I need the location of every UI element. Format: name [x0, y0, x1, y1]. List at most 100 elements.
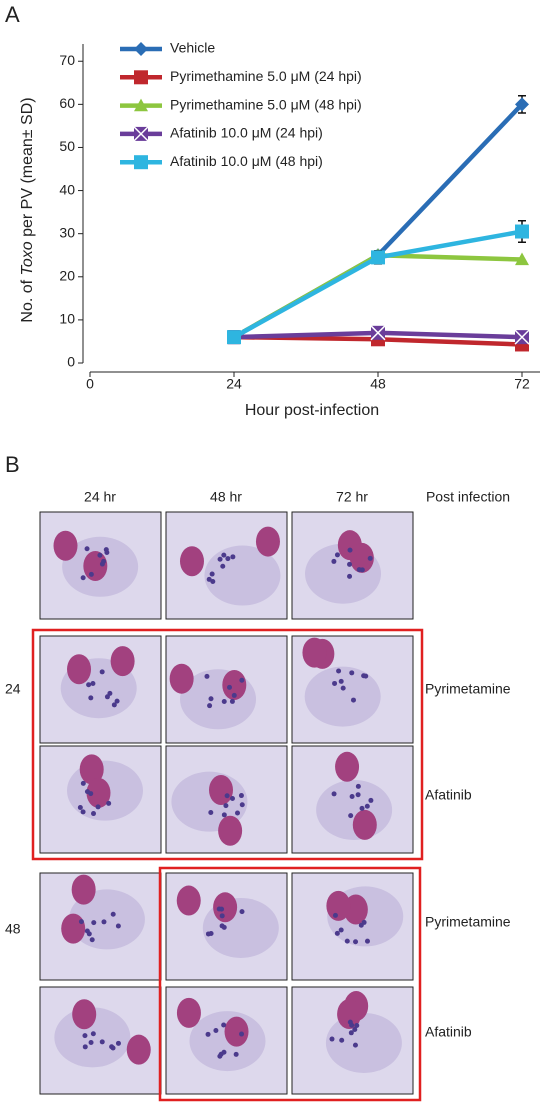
nucleus: [326, 890, 351, 921]
marker-body: [515, 224, 529, 239]
parasite: [97, 552, 103, 558]
parasite: [348, 813, 354, 819]
legend-marker: [134, 70, 148, 85]
y-label-part: Toxo: [19, 241, 36, 275]
parasite: [352, 1027, 358, 1033]
legend-marker: [134, 155, 148, 170]
parasite: [334, 930, 340, 936]
parasite: [84, 546, 90, 552]
nucleus: [67, 654, 92, 685]
parasite: [82, 1044, 88, 1050]
nucleus: [176, 885, 201, 916]
column-note: Post infection: [426, 489, 510, 505]
parasite: [332, 680, 338, 686]
legend-label: Afatinib 10.0 μM (48 hpi): [170, 153, 323, 169]
parasite: [205, 1031, 211, 1037]
nucleus: [255, 526, 280, 557]
data-point: [371, 250, 385, 265]
parasite: [88, 1039, 94, 1045]
marker-body: [371, 250, 385, 265]
parasite: [238, 793, 244, 799]
marker-cross: [133, 126, 149, 142]
parasite: [231, 692, 237, 698]
parasite: [334, 552, 340, 558]
parasite: [77, 804, 83, 810]
data-point: [515, 97, 529, 112]
parasite: [352, 1042, 358, 1048]
parasite: [208, 809, 214, 815]
parasite: [88, 571, 94, 577]
nucleus: [176, 997, 201, 1028]
parasite: [95, 804, 101, 810]
nucleus: [208, 775, 233, 806]
parasite: [99, 561, 105, 567]
parasite: [91, 920, 97, 926]
parasite: [331, 558, 337, 564]
panel-label: A: [5, 2, 20, 27]
parasite: [329, 1036, 335, 1042]
parasite: [86, 931, 92, 937]
parasite: [213, 1028, 219, 1034]
parasite: [223, 803, 229, 809]
parasite: [221, 924, 227, 930]
parasite: [80, 575, 86, 581]
parasite: [225, 556, 231, 562]
legend-marker: [134, 98, 148, 112]
treatment-label: Pyrimetamine: [425, 914, 511, 930]
x-tick-label: 48: [370, 376, 386, 392]
micrographs: [39, 511, 414, 1095]
parasite: [110, 1045, 116, 1051]
parasite: [229, 795, 235, 801]
parasite: [226, 684, 232, 690]
parasite: [217, 1053, 223, 1059]
parasite: [239, 909, 245, 915]
parasite: [217, 556, 223, 562]
nucleus: [126, 1034, 151, 1065]
legend-label: Pyrimethamine 5.0 μM (48 hpi): [170, 96, 362, 112]
parasite: [221, 699, 227, 705]
row-label: 24: [5, 681, 21, 697]
legend-label: Afatinib 10.0 μM (24 hpi): [170, 125, 323, 141]
parasite: [221, 1022, 227, 1028]
y-tick-label: 50: [59, 138, 75, 154]
treatment-label: Pyrimetamine: [425, 681, 511, 697]
parasite: [355, 783, 361, 789]
parasite: [359, 805, 365, 811]
treatment-label: Afatinib: [425, 787, 472, 803]
parasite: [356, 567, 362, 573]
parasite: [104, 550, 110, 556]
parasite: [210, 578, 216, 584]
cell: [204, 545, 281, 606]
legend-label: Pyrimethamine 5.0 μM (24 hpi): [170, 68, 362, 84]
data-point: [227, 330, 241, 345]
legend-label: Vehicle: [170, 40, 215, 56]
parasite: [338, 927, 344, 933]
parasite: [90, 681, 96, 687]
nucleus: [72, 999, 97, 1030]
row-label: 48: [5, 921, 21, 937]
parasite: [347, 561, 353, 567]
y-tick-label: 60: [59, 95, 75, 111]
legend-marker: [133, 126, 149, 142]
data-point: [515, 224, 529, 239]
parasite: [88, 695, 94, 701]
parasite: [220, 563, 226, 569]
parasite: [86, 682, 92, 688]
nucleus: [335, 751, 360, 782]
parasite: [234, 810, 240, 816]
cell: [304, 666, 381, 727]
nucleus: [110, 646, 135, 677]
legend-marker: [134, 42, 148, 56]
parasite: [208, 696, 214, 702]
parasite: [84, 789, 90, 795]
parasite: [347, 573, 353, 579]
series-line: [232, 229, 523, 340]
parasite: [354, 1022, 360, 1028]
data-point: [370, 325, 386, 341]
parasite: [114, 698, 120, 704]
highlight-box: [31, 628, 424, 861]
parasite: [80, 809, 86, 815]
treatment-label: Afatinib: [425, 1024, 472, 1040]
nucleus: [224, 1016, 249, 1047]
